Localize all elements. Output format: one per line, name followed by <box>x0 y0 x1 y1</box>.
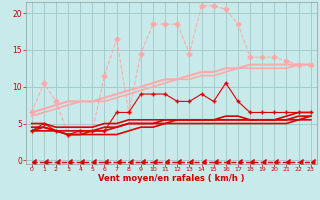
X-axis label: Vent moyen/en rafales ( km/h ): Vent moyen/en rafales ( km/h ) <box>98 174 244 183</box>
